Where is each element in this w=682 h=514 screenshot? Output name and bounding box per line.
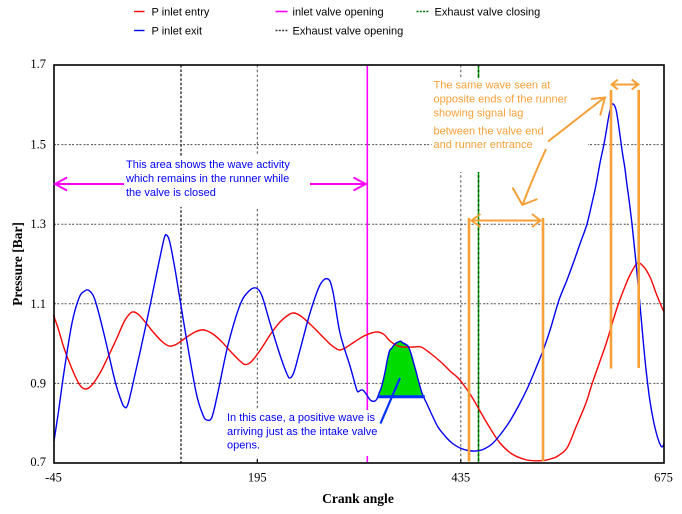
svg-text:In this case, a positive wave: In this case, a positive wave is bbox=[227, 412, 375, 424]
svg-text:Pressure [Bar]: Pressure [Bar] bbox=[10, 222, 25, 306]
svg-text:0.9: 0.9 bbox=[30, 376, 46, 390]
svg-text:P inlet entry: P inlet entry bbox=[152, 6, 210, 18]
svg-text:1.3: 1.3 bbox=[30, 217, 46, 231]
svg-text:arriving just as the intake va: arriving just as the intake valve bbox=[227, 426, 377, 438]
svg-text:inlet valve opening: inlet valve opening bbox=[293, 6, 384, 18]
svg-text:1.5: 1.5 bbox=[30, 138, 46, 152]
svg-text:Crank angle: Crank angle bbox=[322, 491, 394, 506]
svg-text:the valve is closed: the valve is closed bbox=[126, 187, 216, 199]
svg-text:P inlet exit: P inlet exit bbox=[152, 25, 203, 37]
svg-text:and runner entrance: and runner entrance bbox=[434, 139, 533, 151]
svg-text:opposite ends of the runner: opposite ends of the runner bbox=[434, 94, 568, 106]
svg-text:which remains in the runner wh: which remains in the runner while bbox=[125, 173, 289, 185]
svg-text:675: 675 bbox=[654, 471, 673, 485]
svg-text:435: 435 bbox=[451, 471, 470, 485]
svg-text:opens.: opens. bbox=[227, 440, 260, 452]
svg-text:between the valve end: between the valve end bbox=[434, 126, 544, 138]
svg-text:Exhaust valve closing: Exhaust valve closing bbox=[435, 6, 541, 18]
svg-text:0.7: 0.7 bbox=[30, 455, 46, 469]
svg-text:This area shows the wave activ: This area shows the wave activity bbox=[126, 159, 290, 171]
svg-text:1.1: 1.1 bbox=[30, 297, 46, 311]
svg-text:195: 195 bbox=[248, 471, 267, 485]
svg-text:showing signal lag: showing signal lag bbox=[434, 108, 524, 120]
svg-text:-45: -45 bbox=[45, 471, 62, 485]
svg-text:The same wave seen at: The same wave seen at bbox=[434, 80, 551, 92]
svg-text:Exhaust valve opening: Exhaust valve opening bbox=[293, 25, 404, 37]
svg-text:1.7: 1.7 bbox=[30, 57, 46, 71]
